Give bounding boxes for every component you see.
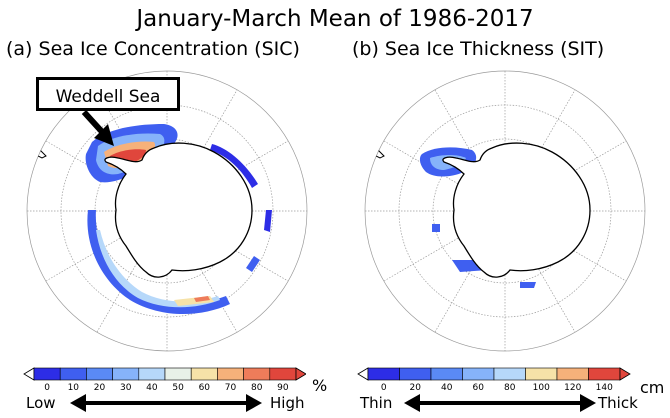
colorbar-segment xyxy=(525,367,558,381)
antarctica-coastline xyxy=(33,142,253,278)
weddell-sea-callout: Weddell Sea xyxy=(36,77,180,111)
colorbar-segment xyxy=(399,367,432,381)
colorbar-segment xyxy=(138,367,166,381)
colorbar-segment xyxy=(556,367,589,381)
colorbar-segment xyxy=(112,367,140,381)
colorbar-tick-label: 80 xyxy=(504,383,516,393)
callout-arrow xyxy=(81,109,114,146)
colorbar-segment xyxy=(269,367,297,381)
colorbar-low-extend xyxy=(23,367,35,381)
colorbar-low-extend xyxy=(357,367,369,381)
sit-unit: cm xyxy=(640,378,665,397)
colorbar-tick-label: 0 xyxy=(44,383,50,393)
colorbar-tick-label: 140 xyxy=(596,383,613,393)
panel-a-title: (a) Sea Ice Concentration (SIC) xyxy=(6,38,300,60)
colorbar-tick-label: 120 xyxy=(564,383,581,393)
sit-polar-map xyxy=(364,70,646,352)
colorbar-segment xyxy=(243,367,271,381)
sic-colorbar: 0 10 20 30 40 50 60 70 80 90 xyxy=(23,367,306,393)
colorbar-segment xyxy=(588,367,621,381)
colorbar-tick-label: 20 xyxy=(410,383,422,393)
colorbar-tick-label: 0 xyxy=(381,383,387,393)
colorbar-tick-label: 40 xyxy=(146,383,158,393)
sic-unit: % xyxy=(312,376,328,395)
antarctica-coastline xyxy=(371,142,591,278)
colorbar-segment xyxy=(217,367,244,381)
colorbar-segment xyxy=(430,367,463,381)
sic-high-label: High xyxy=(270,394,305,412)
colorbar-tick-label: 70 xyxy=(225,383,237,393)
colorbar-tick-label: 60 xyxy=(473,383,485,393)
colorbar-tick-label: 80 xyxy=(251,383,263,393)
colorbar-segment xyxy=(462,367,495,381)
colorbar-tick-label: 60 xyxy=(199,383,211,393)
colorbar-segment xyxy=(33,367,61,381)
sic-range-arrow xyxy=(70,394,262,412)
colorbar-tick-label: 30 xyxy=(120,383,132,393)
sit-low-label: Thin xyxy=(360,394,393,412)
colorbar-segment xyxy=(59,367,87,381)
colorbar-tick-label: 20 xyxy=(94,383,106,393)
colorbar-tick-label: 90 xyxy=(277,383,289,393)
sit-high-label: Thick xyxy=(598,394,638,412)
panel-b-title: (b) Sea Ice Thickness (SIT) xyxy=(352,38,605,60)
colorbar-high-extend xyxy=(619,367,631,381)
colorbar-segment xyxy=(164,367,192,381)
sit-colorbar: 0 20 40 60 80 100 120 140 xyxy=(357,367,631,393)
figure-title: January-March Mean of 1986-2017 xyxy=(136,6,534,32)
sit-range-arrow xyxy=(404,394,596,412)
colorbar-tick-label: 40 xyxy=(441,383,453,393)
colorbar-segment xyxy=(86,367,113,381)
colorbar-tick-label: 100 xyxy=(533,383,550,393)
colorbar-tick-label: 10 xyxy=(68,383,80,393)
colorbar-segment xyxy=(367,367,400,381)
colorbar-segment xyxy=(493,367,526,381)
sic-low-label: Low xyxy=(26,394,56,412)
colorbar-tick-label: 50 xyxy=(172,383,184,393)
colorbar-segment xyxy=(190,367,218,381)
colorbar-high-extend xyxy=(295,367,306,381)
